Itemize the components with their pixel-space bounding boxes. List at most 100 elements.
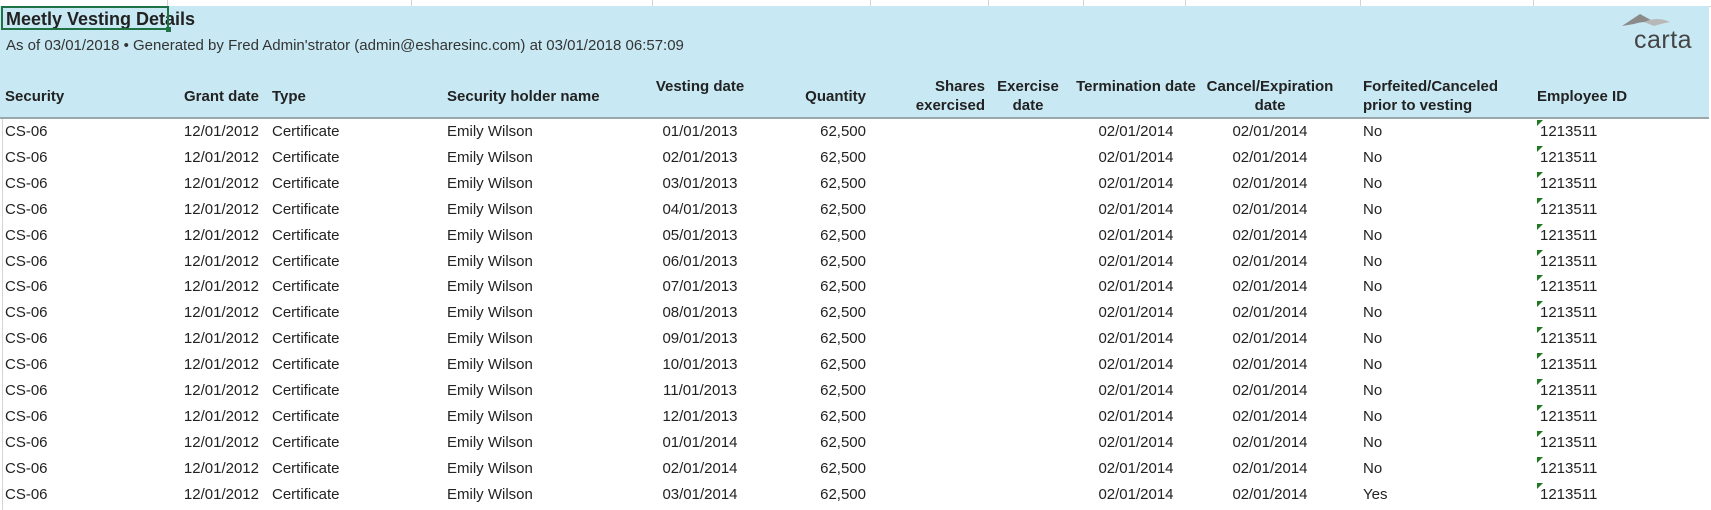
number-as-text-warning-icon[interactable] [1537,249,1543,256]
cell-forfeited[interactable]: No [1363,382,1383,399]
column-header-holder[interactable]: Security holder name [447,88,600,105]
cell-termination-date[interactable]: 02/01/2014 [1098,278,1174,296]
cell-quantity[interactable]: 62,500 [820,485,866,503]
number-as-text-warning-icon[interactable] [1537,120,1543,126]
cell-employee-id[interactable]: 1213511 [1540,407,1598,425]
cell-vesting-date[interactable]: 10/01/2013 [662,356,738,374]
cell-termination-date[interactable]: 02/01/2014 [1098,382,1174,399]
cell-type[interactable]: Certificate [272,174,340,192]
cell-vesting-date[interactable]: 03/01/2014 [662,485,738,503]
column-header-termination-date[interactable]: Termination date [1076,78,1196,95]
cell-vesting-date[interactable]: 12/01/2013 [662,407,738,425]
column-header-shares-exercised[interactable]: Shares exercised [915,78,985,114]
cell-quantity[interactable]: 62,500 [820,123,866,140]
cell-type[interactable]: Certificate [272,278,340,296]
cell-type[interactable]: Certificate [272,148,340,166]
cell-type[interactable]: Certificate [272,433,340,451]
column-header-quantity[interactable]: Quantity [805,88,866,105]
cell-cancel-date[interactable]: 02/01/2014 [1232,200,1308,218]
cell-employee-id[interactable]: 1213511 [1540,382,1598,399]
selected-cell[interactable] [1,6,171,32]
number-as-text-warning-icon[interactable] [1537,223,1543,230]
cell-grant-date[interactable]: 12/01/2012 [183,407,259,425]
cell-holder[interactable]: Emily Wilson [447,174,533,192]
cell-vesting-date[interactable]: 02/01/2014 [662,459,738,477]
number-as-text-warning-icon[interactable] [1537,353,1543,360]
cell-holder[interactable]: Emily Wilson [447,485,533,503]
cell-forfeited[interactable]: No [1363,304,1383,322]
cell-quantity[interactable]: 62,500 [820,200,866,218]
column-header-employee-id[interactable]: Employee ID [1537,88,1628,105]
cell-grant-date[interactable]: 12/01/2012 [183,174,259,192]
cell-cancel-date[interactable]: 02/01/2014 [1232,433,1308,451]
cell-vesting-date[interactable]: 06/01/2013 [662,252,738,270]
cell-grant-date[interactable]: 12/01/2012 [183,200,259,218]
cell-grant-date[interactable]: 12/01/2012 [183,356,259,374]
cell-employee-id[interactable]: 1213511 [1540,459,1598,477]
cell-termination-date[interactable]: 02/01/2014 [1098,304,1174,322]
cell-termination-date[interactable]: 02/01/2014 [1098,459,1174,477]
cell-cancel-date[interactable]: 02/01/2014 [1232,148,1308,166]
number-as-text-warning-icon[interactable] [1537,301,1543,308]
cell-cancel-date[interactable]: 02/01/2014 [1232,174,1308,192]
number-as-text-warning-icon[interactable] [1537,327,1543,334]
cell-grant-date[interactable]: 12/01/2012 [183,278,259,296]
cell-quantity[interactable]: 62,500 [820,226,866,244]
cell-vesting-date[interactable]: 01/01/2013 [662,123,738,140]
cell-forfeited[interactable]: No [1363,330,1383,348]
cell-employee-id[interactable]: 1213511 [1540,123,1598,140]
cell-forfeited[interactable]: No [1363,433,1383,451]
cell-security[interactable]: CS-06 [5,356,48,374]
cell-forfeited[interactable]: No [1363,252,1383,270]
cell-security[interactable]: CS-06 [5,252,48,270]
cell-employee-id[interactable]: 1213511 [1540,485,1598,503]
number-as-text-warning-icon[interactable] [1537,379,1543,385]
cell-forfeited[interactable]: No [1363,123,1383,140]
cell-employee-id[interactable]: 1213511 [1540,330,1598,348]
cell-type[interactable]: Certificate [272,485,340,503]
cell-quantity[interactable]: 62,500 [820,174,866,192]
cell-termination-date[interactable]: 02/01/2014 [1098,226,1174,244]
number-as-text-warning-icon[interactable] [1537,456,1543,463]
cell-grant-date[interactable]: 12/01/2012 [183,226,259,244]
cell-employee-id[interactable]: 1213511 [1540,356,1598,374]
cell-termination-date[interactable]: 02/01/2014 [1098,200,1174,218]
column-header-grant-date[interactable]: Grant date [183,88,259,105]
cell-holder[interactable]: Emily Wilson [447,433,533,451]
cell-security[interactable]: CS-06 [5,407,48,425]
column-header-forfeited[interactable]: Forfeited/Canceled prior to vesting [1363,78,1499,114]
cell-cancel-date[interactable]: 02/01/2014 [1232,252,1308,270]
cell-vesting-date[interactable]: 05/01/2013 [662,226,738,244]
cell-security[interactable]: CS-06 [5,382,48,399]
column-header-security[interactable]: Security [5,88,65,105]
cell-type[interactable]: Certificate [272,407,340,425]
cell-security[interactable]: CS-06 [5,123,48,140]
cell-holder[interactable]: Emily Wilson [447,278,533,296]
cell-termination-date[interactable]: 02/01/2014 [1098,123,1174,140]
cell-holder[interactable]: Emily Wilson [447,200,533,218]
cell-security[interactable]: CS-06 [5,485,48,503]
number-as-text-warning-icon[interactable] [1537,404,1543,411]
cell-vesting-date[interactable]: 11/01/2013 [663,382,737,399]
cell-holder[interactable]: Emily Wilson [447,356,533,374]
cell-quantity[interactable]: 62,500 [820,433,866,451]
cell-termination-date[interactable]: 02/01/2014 [1098,485,1174,503]
cell-employee-id[interactable]: 1213511 [1540,200,1598,218]
cell-vesting-date[interactable]: 09/01/2013 [662,330,738,348]
cell-holder[interactable]: Emily Wilson [447,407,533,425]
cell-holder[interactable]: Emily Wilson [447,226,533,244]
cell-holder[interactable]: Emily Wilson [447,330,533,348]
cell-type[interactable]: Certificate [272,459,340,477]
cell-grant-date[interactable]: 12/01/2012 [183,330,259,348]
cell-grant-date[interactable]: 12/01/2012 [183,148,259,166]
number-as-text-warning-icon[interactable] [1537,171,1543,178]
cell-grant-date[interactable]: 12/01/2012 [183,459,259,477]
cell-type[interactable]: Certificate [272,330,340,348]
cell-cancel-date[interactable]: 02/01/2014 [1232,407,1308,425]
cell-forfeited[interactable]: No [1363,148,1383,166]
cell-security[interactable]: CS-06 [5,304,48,322]
cell-quantity[interactable]: 62,500 [820,407,866,425]
cell-holder[interactable]: Emily Wilson [447,382,533,399]
cell-quantity[interactable]: 62,500 [820,459,866,477]
cell-cancel-date[interactable]: 02/01/2014 [1232,459,1308,477]
